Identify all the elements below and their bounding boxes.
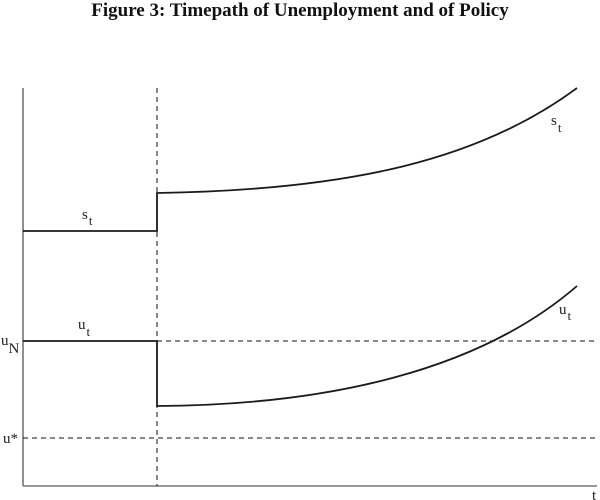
- u-t-right-label: ut: [559, 302, 572, 323]
- u-t-left-label: ut: [78, 317, 91, 339]
- x-axis-label: t: [592, 488, 597, 500]
- figure-title: Figure 3: Timepath of Unemployment and o…: [91, 0, 509, 21]
- u-natural-label: uN: [1, 333, 20, 357]
- s-t-left-label: st: [82, 207, 93, 228]
- u-t-curve: [23, 285, 578, 407]
- s-t-curve: [23, 87, 578, 232]
- s-t-right-label: st: [551, 113, 562, 135]
- u-star-label: u*: [3, 431, 18, 447]
